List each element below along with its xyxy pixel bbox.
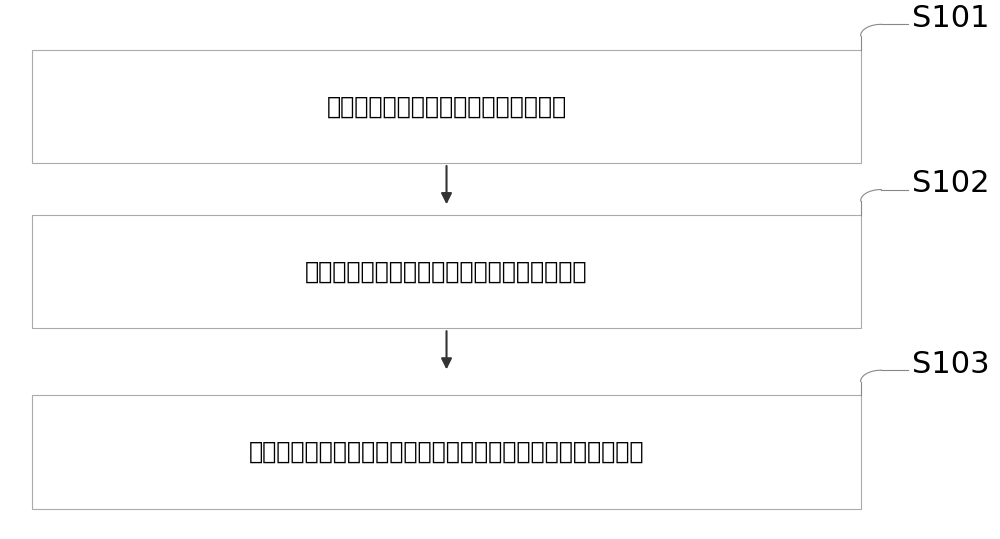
- Text: 获取多激发点、有限个角度的测量数据: 获取多激发点、有限个角度的测量数据: [326, 94, 567, 119]
- Text: S102: S102: [912, 169, 990, 198]
- Bar: [32, 215, 861, 328]
- Text: 获得重建目标的解剖结构信息和光学特性参数: 获得重建目标的解剖结构信息和光学特性参数: [305, 260, 588, 284]
- Text: S101: S101: [912, 4, 990, 33]
- Bar: [32, 396, 861, 509]
- Text: 对网格全域通过半阈值追踪技术重建，实现荧光目标的三维分布: 对网格全域通过半阈值追踪技术重建，实现荧光目标的三维分布: [249, 440, 644, 464]
- Bar: [32, 50, 861, 163]
- Text: S103: S103: [912, 350, 990, 379]
